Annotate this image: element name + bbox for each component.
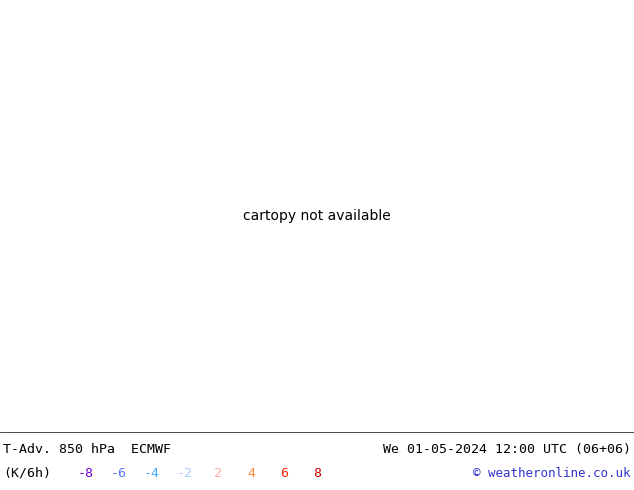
Text: 2: 2 bbox=[214, 466, 222, 480]
FancyBboxPatch shape bbox=[0, 432, 634, 490]
Text: 8: 8 bbox=[313, 466, 321, 480]
Text: 6: 6 bbox=[280, 466, 288, 480]
Text: cartopy not available: cartopy not available bbox=[243, 209, 391, 223]
Text: (K/6h): (K/6h) bbox=[3, 466, 51, 480]
Text: -4: -4 bbox=[144, 466, 160, 480]
Text: © weatheronline.co.uk: © weatheronline.co.uk bbox=[474, 466, 631, 480]
Text: -6: -6 bbox=[111, 466, 127, 480]
Text: T-Adv. 850 hPa  ECMWF: T-Adv. 850 hPa ECMWF bbox=[3, 442, 171, 456]
Text: -8: -8 bbox=[77, 466, 94, 480]
Text: We 01-05-2024 12:00 UTC (06+06): We 01-05-2024 12:00 UTC (06+06) bbox=[383, 442, 631, 456]
Text: -2: -2 bbox=[177, 466, 193, 480]
Text: 4: 4 bbox=[247, 466, 255, 480]
